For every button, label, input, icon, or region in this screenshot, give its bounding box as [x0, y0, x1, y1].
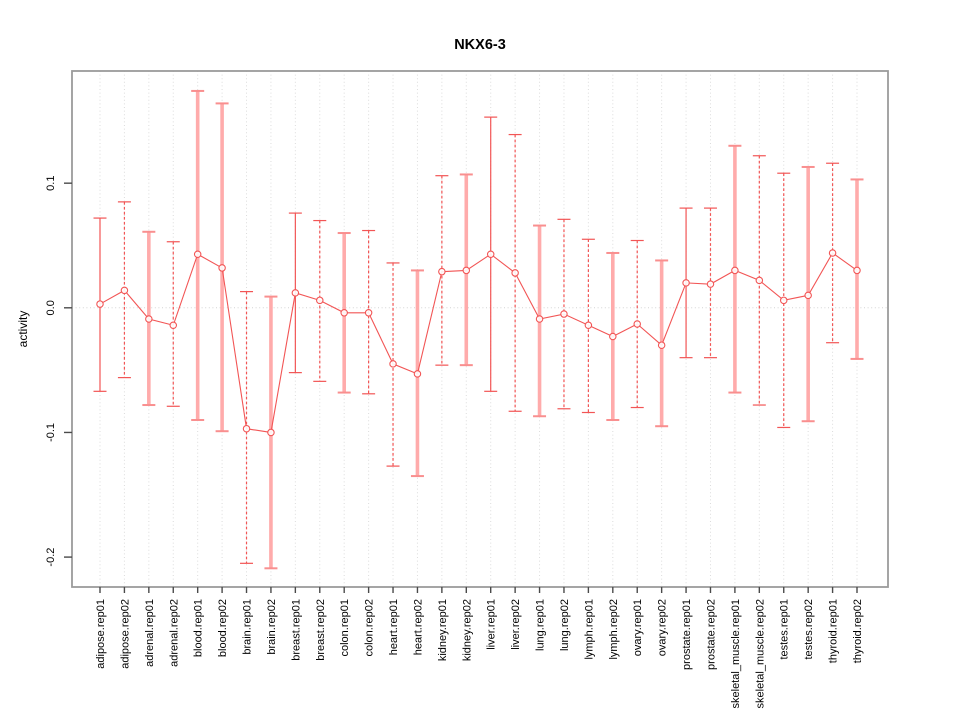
- x-tick-label: colon.rep02: [364, 599, 376, 657]
- y-tick-label: -0.1: [45, 423, 57, 442]
- data-point-marker: [291, 289, 300, 297]
- x-tick-label: breast.rep01: [290, 599, 302, 661]
- x-tick-label: lymph.rep02: [608, 599, 620, 660]
- x-tick-label: prostate.rep01: [681, 599, 693, 670]
- x-tick-label: blood.rep01: [193, 599, 205, 657]
- x-tick-label: blood.rep02: [217, 599, 229, 657]
- x-tick-label: prostate.rep02: [705, 599, 717, 670]
- y-tick-label: 0.0: [45, 300, 57, 315]
- data-point-marker: [169, 321, 178, 330]
- data-point-marker: [316, 296, 324, 305]
- x-tick-label: ovary.rep01: [632, 599, 644, 656]
- data-point-marker: [706, 280, 715, 288]
- x-tick-label: testes.rep02: [803, 599, 815, 660]
- x-tick-label: liver.rep01: [486, 599, 498, 650]
- data-point-marker: [193, 250, 202, 258]
- y-tick-label: 0.1: [45, 176, 57, 191]
- data-point-marker: [389, 360, 397, 368]
- x-tick-label: adipose.rep01: [95, 599, 107, 669]
- data-point-marker: [511, 269, 519, 277]
- data-point-marker: [633, 320, 641, 328]
- data-point-marker: [145, 315, 153, 323]
- data-point-marker: [535, 315, 544, 323]
- data-point-marker: [584, 321, 593, 330]
- x-tick-label: lung.rep01: [535, 599, 547, 651]
- x-tick-label: brain.rep01: [242, 599, 254, 655]
- data-point-marker: [609, 332, 617, 341]
- x-tick-label: kidney.rep02: [461, 599, 473, 661]
- data-point-marker: [853, 266, 861, 275]
- data-point-marker: [657, 341, 666, 349]
- x-tick-label: lung.rep02: [559, 599, 571, 651]
- data-point-marker: [755, 276, 764, 285]
- x-tick-label: skeletal_muscle.rep01: [730, 599, 742, 708]
- x-tick-label: ovary.rep02: [657, 599, 669, 656]
- data-point-marker: [364, 309, 373, 317]
- x-tick-label: testes.rep01: [779, 599, 791, 660]
- x-tick-label: lymph.rep01: [583, 599, 595, 660]
- data-point-marker: [560, 310, 568, 318]
- data-point-marker: [486, 250, 495, 258]
- x-tick-label: thyroid.rep02: [852, 599, 864, 663]
- data-point-marker: [120, 286, 129, 295]
- x-tick-label: adrenal.rep01: [144, 599, 156, 667]
- data-point-marker: [242, 424, 251, 433]
- data-point-marker: [682, 279, 690, 287]
- plot-layers: 0.1 0.0 -0.1 -0.2 adipose.rep01 adipose.rep02…: [45, 70, 889, 708]
- x-tick-label: adrenal.rep02: [168, 599, 180, 667]
- chart-title: NKX6-3: [454, 37, 506, 53]
- x-tick-label: brain.rep02: [266, 599, 278, 655]
- plot-border: [71, 70, 889, 588]
- data-point-marker: [413, 370, 422, 378]
- data-point-marker: [828, 249, 837, 257]
- data-point-marker: [804, 291, 812, 300]
- x-tick-label: heart.rep01: [388, 599, 400, 655]
- x-tick-label: thyroid.rep01: [828, 599, 840, 663]
- series-line: [99, 252, 858, 434]
- x-tick-label: heart.rep02: [412, 599, 424, 655]
- data-point-marker: [267, 428, 275, 437]
- y-tick-label: -0.2: [45, 548, 57, 567]
- x-tick-label: colon.rep01: [339, 599, 351, 657]
- data-point-marker: [218, 264, 226, 272]
- x-tick-label: liver.rep02: [510, 599, 522, 650]
- x-tick-label: kidney.rep01: [437, 599, 449, 661]
- data-point-marker: [438, 267, 446, 276]
- data-point-marker: [96, 300, 104, 308]
- x-tick-label: adipose.rep02: [119, 599, 131, 669]
- data-point-marker: [340, 309, 348, 317]
- data-point-marker: [731, 266, 739, 275]
- data-point-marker: [779, 296, 788, 305]
- x-tick-label: skeletal_muscle.rep02: [754, 599, 766, 708]
- y-axis-label: activity: [16, 311, 30, 348]
- data-point-marker: [462, 266, 471, 275]
- x-tick-label: breast.rep02: [315, 599, 327, 661]
